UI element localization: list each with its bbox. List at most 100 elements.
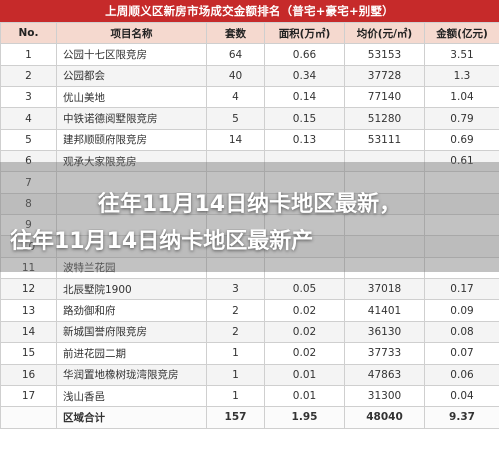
row-avg-price: 36130	[344, 320, 425, 344]
row-units: 14	[206, 128, 265, 152]
row-project: 优山美地	[56, 86, 207, 109]
row-area: 0.02	[264, 299, 345, 322]
row-project: 公园都会	[56, 64, 207, 88]
row-avg-price: 47863	[344, 363, 425, 386]
row-area: 0.15	[264, 107, 345, 130]
row-avg-price: 51280	[344, 107, 425, 130]
row-project: 路劲御和府	[56, 299, 207, 322]
row-amount: 0.08	[424, 320, 499, 344]
table-row: 2 公园都会 40 0.34 37728 1.3	[0, 64, 499, 88]
row-area: 0.34	[264, 64, 345, 88]
row-units	[206, 235, 265, 258]
table-row: 4 中铁诺德阅墅限竞房 5 0.15 51280 0.79	[0, 107, 499, 130]
row-project: 新城国誉府限竞房	[56, 320, 207, 344]
row-area: 0.02	[264, 320, 345, 344]
row-units: 3	[206, 278, 265, 301]
row-units: 64	[206, 43, 265, 66]
total-units: 157	[206, 406, 265, 429]
sales-ranking-table: No. 项目名称 套数 面积(万㎡) 均价(元/㎡) 金额(亿元) 1 公园十七区…	[0, 21, 499, 429]
row-project: 华润置地橡树珑湾限竞房	[56, 363, 207, 386]
total-no	[0, 406, 57, 429]
row-no: 3	[0, 86, 57, 109]
header-row: No. 项目名称 套数 面积(万㎡) 均价(元/㎡) 金额(亿元)	[0, 21, 499, 45]
row-amount: 0.79	[424, 107, 499, 130]
row-avg-price: 77140	[344, 86, 425, 109]
row-units: 40	[206, 64, 265, 88]
table-row: 8	[0, 192, 499, 216]
table-body: 1 公园十七区限竞房 64 0.66 53153 3.51 2 公园都会 40 0.34 37728…	[0, 43, 499, 429]
row-amount: 0.17	[424, 278, 499, 301]
table-row: 12 北辰墅院1900 3 0.05 37018 0.17	[0, 278, 499, 301]
row-amount	[424, 192, 499, 216]
total-amount: 9.37	[424, 406, 499, 429]
row-avg-price: 31300	[344, 384, 425, 408]
table-row: 14 新城国誉府限竞房 2 0.02 36130 0.08	[0, 320, 499, 344]
row-amount: 0.07	[424, 342, 499, 365]
row-no: 5	[0, 128, 57, 152]
row-avg-price	[344, 150, 425, 173]
row-amount: 0.04	[424, 384, 499, 408]
row-no: 1	[0, 43, 57, 66]
row-units: 4	[206, 86, 265, 109]
total-avg-price: 48040	[344, 406, 425, 429]
row-project: 建邦顺颐府限竞房	[56, 128, 207, 152]
table-row: 15 前进花园二期 1 0.02 37733 0.07	[0, 342, 499, 365]
row-project: 前进花园二期	[56, 342, 207, 365]
row-area: 0.02	[264, 342, 345, 365]
table-row: 1 公园十七区限竞房 64 0.66 53153 3.51	[0, 43, 499, 66]
row-area: 0.14	[264, 86, 345, 109]
row-area: 0.13	[264, 128, 345, 152]
row-project: 浅山香邑	[56, 384, 207, 408]
row-amount: 0.69	[424, 128, 499, 152]
row-project: 北辰墅院1900	[56, 278, 207, 301]
table-row: 10	[0, 235, 499, 258]
row-units: 1	[206, 384, 265, 408]
header-units: 套数	[206, 21, 265, 45]
header-area: 面积(万㎡)	[264, 21, 345, 45]
row-project: 中铁诺德阅墅限竞房	[56, 107, 207, 130]
table-row: 16 华润置地橡树珑湾限竞房 1 0.01 47863 0.06	[0, 363, 499, 386]
table-row: 13 路劲御和府 2 0.02 41401 0.09	[0, 299, 499, 322]
row-area: 0.66	[264, 43, 345, 66]
row-area	[264, 192, 345, 216]
row-project: 公园十七区限竞房	[56, 43, 207, 66]
table-row: 17 浅山香邑 1 0.01 31300 0.04	[0, 384, 499, 408]
row-no: 13	[0, 299, 57, 322]
row-no: 12	[0, 278, 57, 301]
headline-overlay	[0, 162, 499, 272]
header-project: 项目名称	[56, 21, 207, 45]
row-area	[264, 235, 345, 258]
row-units: 1	[206, 342, 265, 365]
row-amount: 0.61	[424, 150, 499, 173]
row-units: 1	[206, 363, 265, 386]
row-no: 15	[0, 342, 57, 365]
table-row: 11 波特兰花园	[0, 256, 499, 280]
row-avg-price: 37728	[344, 64, 425, 88]
row-amount: 1.3	[424, 64, 499, 88]
header-no: No.	[0, 21, 57, 45]
row-amount: 0.09	[424, 299, 499, 322]
row-units: 2	[206, 320, 265, 344]
row-amount: 1.04	[424, 86, 499, 109]
table-title: 上周顺义区新房市场成交金额排名（普宅+豪宅+别墅）	[0, 0, 499, 22]
row-avg-price: 53111	[344, 128, 425, 152]
total-project: 区域合计	[56, 406, 207, 429]
row-area: 0.01	[264, 384, 345, 408]
row-amount: 0.06	[424, 363, 499, 386]
row-avg-price: 41401	[344, 299, 425, 322]
total-area: 1.95	[264, 406, 345, 429]
row-no: 2	[0, 64, 57, 88]
row-no: 4	[0, 107, 57, 130]
row-area: 0.01	[264, 363, 345, 386]
row-units: 2	[206, 299, 265, 322]
row-project: 观承大家限竞房	[56, 150, 207, 173]
row-no: 14	[0, 320, 57, 344]
header-avg-price: 均价(元/㎡)	[344, 21, 425, 45]
row-units: 5	[206, 107, 265, 130]
row-avg-price: 37018	[344, 278, 425, 301]
row-no: 8	[0, 192, 57, 216]
row-project	[56, 235, 207, 258]
table-row: 3 优山美地 4 0.14 77140 1.04	[0, 86, 499, 109]
table-row: 5 建邦顺颐府限竞房 14 0.13 53111 0.69	[0, 128, 499, 152]
